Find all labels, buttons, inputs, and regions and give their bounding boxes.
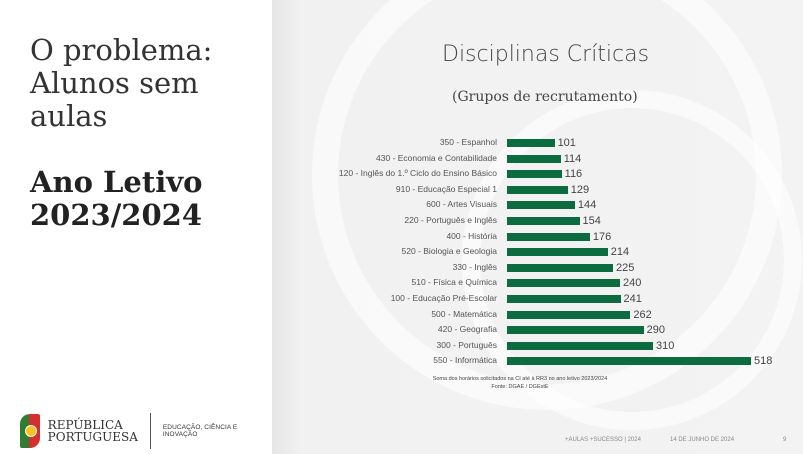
category-label: 500 - Matemática	[431, 308, 497, 319]
chart-subtitle: (Grupos de recrutamento)	[452, 89, 638, 105]
bar	[507, 139, 555, 147]
logo-line: REPÚBLICA	[47, 418, 123, 432]
bar	[507, 263, 613, 272]
bar	[507, 279, 621, 288]
school-year: Ano Letivo 2023/2024	[30, 166, 202, 232]
logo-line: PORTUGUESA	[47, 430, 138, 444]
heading-line: O problema:	[30, 33, 213, 67]
bar	[507, 357, 751, 366]
category-label: 430 - Economia e Contabilidade	[376, 152, 497, 163]
category-label: 350 - Espanhol	[439, 137, 497, 147]
category-label: 300 - Português	[436, 339, 497, 350]
value-label: 144	[577, 199, 597, 212]
footer-date: 14 DE JUNHO DE 2024	[670, 437, 735, 443]
bar	[507, 310, 631, 319]
year-line: Ano Letivo	[30, 165, 203, 199]
bar	[507, 341, 654, 350]
chart-source: Fonte: DGAE / DGEstE	[491, 384, 549, 390]
slide-heading: O problema: Alunos sem aulas	[30, 34, 212, 133]
value-label: 240	[623, 277, 642, 290]
category-label: 330 - Inglês	[452, 261, 497, 272]
bar	[507, 185, 568, 194]
chart-panel	[272, 0, 803, 454]
republic-name: REPÚBLICA PORTUGUESA	[48, 419, 138, 443]
value-label: 114	[563, 152, 582, 165]
value-label: 154	[582, 215, 601, 227]
value-label: 241	[623, 293, 642, 305]
bar	[507, 326, 644, 335]
category-label: 600 - Artes Visuais	[426, 199, 497, 210]
value-label: 518	[754, 355, 773, 368]
value-label: 290	[646, 324, 665, 337]
value-label: 262	[633, 308, 652, 321]
chart-title: Disciplinas Críticas	[442, 42, 650, 67]
footer-event: +AULAS +SUCESSO | 2024	[565, 437, 641, 443]
bar	[507, 248, 608, 257]
year-line: 2023/2024	[30, 198, 203, 232]
category-label: 910 - Educação Especial 1	[395, 183, 497, 194]
value-label: 310	[656, 339, 675, 352]
category-label: 550 - Informática	[433, 355, 497, 366]
page-number: 9	[783, 437, 787, 443]
category-label: 100 - Educação Pré-Escolar	[390, 293, 497, 303]
category-label: 520 - Biologia e Geologia	[401, 246, 497, 257]
category-label: 510 - Física e Química	[411, 277, 497, 288]
value-label: 176	[592, 230, 612, 243]
value-label: 129	[570, 183, 590, 196]
divider	[149, 413, 151, 449]
chart-note: Soma dos horários solicitados na CI até …	[432, 376, 608, 382]
category-label: 220 - Português e Inglês	[404, 215, 497, 225]
bar	[507, 232, 590, 241]
government-logo: REPÚBLICA PORTUGUESA EDUCAÇÃO, CIÊNCIA E…	[20, 413, 272, 449]
category-label: 120 - Inglês do 1.º Ciclo do Ensino Bási…	[338, 168, 497, 179]
left-panel: O problema: Alunos sem aulas Ano Letivo …	[0, 0, 272, 454]
heading-line: Alunos sem	[30, 66, 199, 100]
heading-line: aulas	[30, 99, 108, 133]
bar	[507, 295, 621, 303]
bar	[507, 154, 561, 163]
value-label: 116	[564, 168, 583, 181]
category-label: 400 - História	[446, 230, 497, 241]
bar	[507, 217, 580, 225]
value-label: 101	[557, 137, 576, 149]
value-label: 214	[610, 246, 630, 259]
bar	[507, 170, 562, 179]
ministry-name: EDUCAÇÃO, CIÊNCIA E INOVAÇÃO	[162, 424, 238, 438]
flag-icon	[20, 414, 40, 448]
value-label: 225	[615, 261, 635, 274]
category-label: 420 - Geografia	[437, 324, 497, 335]
bar	[507, 201, 575, 210]
